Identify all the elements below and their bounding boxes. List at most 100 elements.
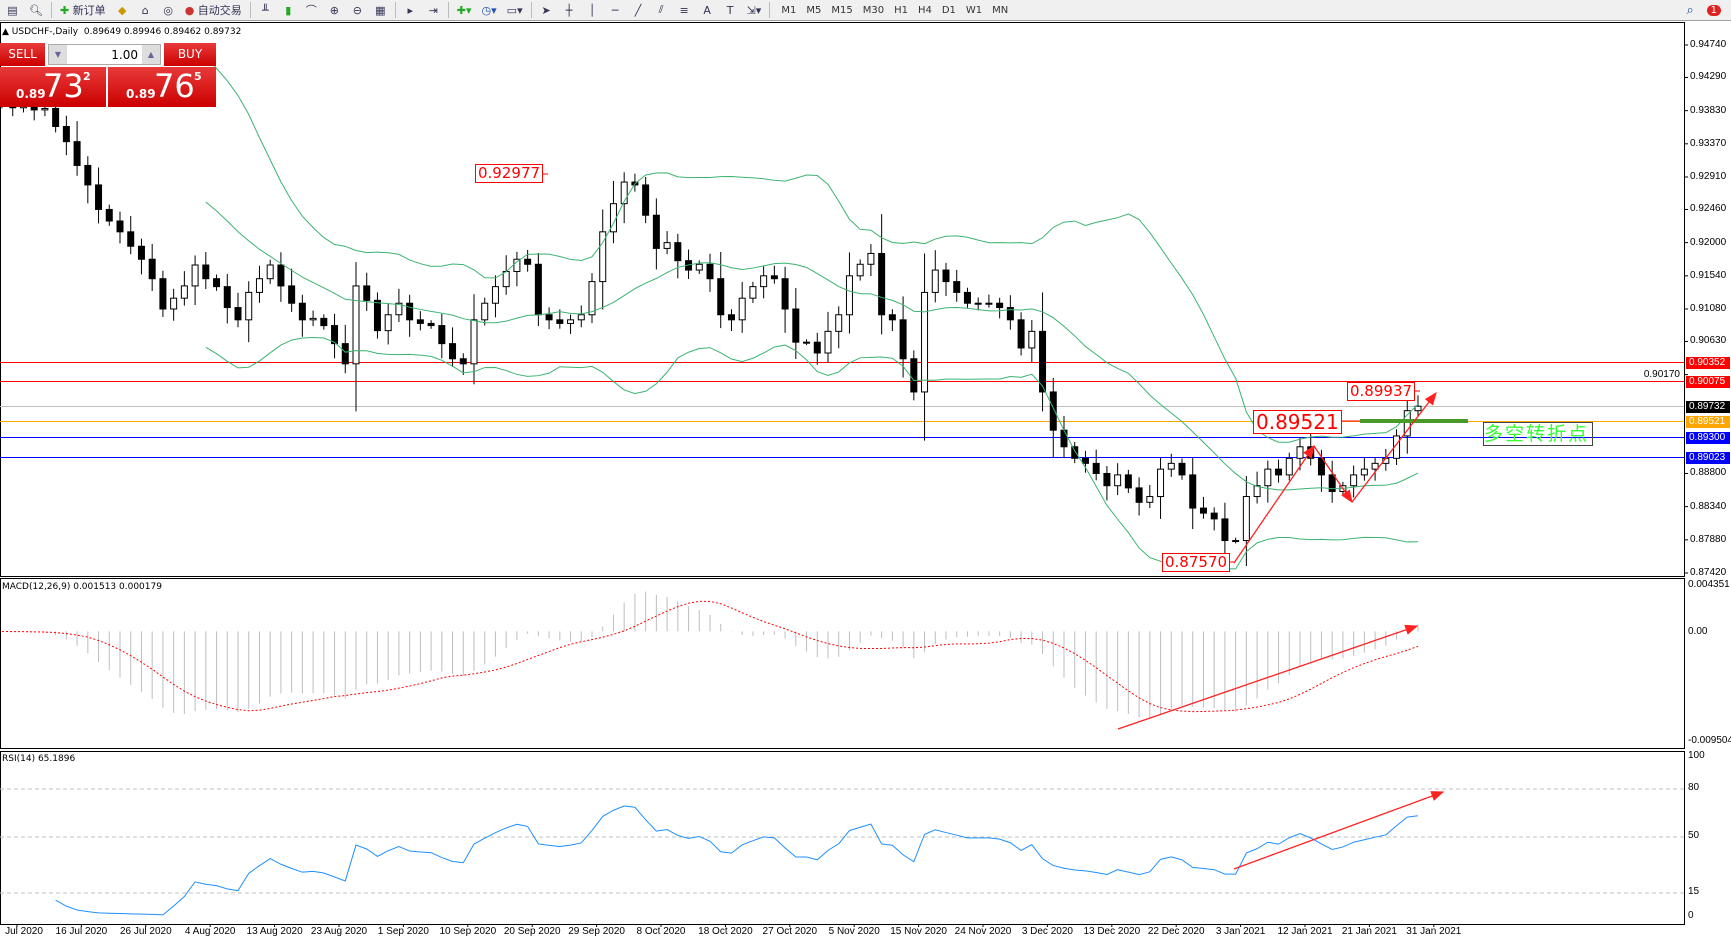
buy-price[interactable]: 0.89 76 5: [108, 67, 216, 107]
candlestick-icon[interactable]: ▮: [285, 3, 292, 17]
trend-arrow: [1117, 624, 1419, 730]
bar-chart-icon[interactable]: ╨: [261, 3, 269, 17]
one-click-trading-panel: SELL ▼ 1.00 ▲ BUY 0.89 73 2 0.89 76 5: [0, 43, 216, 107]
date-axis-label: 13 Aug 2020: [246, 926, 303, 937]
search-icon[interactable]: ⌕: [1686, 2, 1694, 18]
label-icon[interactable]: T: [726, 3, 734, 17]
rsi-label: RSI(14) 65.1896: [2, 754, 76, 764]
divider: [394, 2, 396, 18]
toolbar: ▤ 🔍︎ ✚ 新订单 ◆ ⌂ ◎ ● 自动交易 ╨ ▮ ⌒ ⊕ ⊖ ▦ ▸ ⇥ …: [0, 0, 1731, 21]
candle-body: [449, 343, 457, 360]
divider: [530, 2, 532, 18]
candle-body: [567, 319, 575, 324]
pivot-price-label[interactable]: 0.89521: [1253, 410, 1342, 434]
volume-field[interactable]: ▼ 1.00 ▲: [48, 44, 161, 65]
sell-price[interactable]: 0.89 73 2: [0, 67, 106, 107]
cursor-icon[interactable]: ➤: [541, 3, 551, 17]
buy-button[interactable]: BUY: [164, 43, 216, 66]
trend-arrow: [1233, 444, 1315, 564]
candle-body: [1124, 474, 1132, 489]
open-icon[interactable]: ▤: [7, 3, 18, 17]
divider: [249, 2, 251, 18]
channel-icon[interactable]: ⫽: [658, 3, 664, 16]
timeframe-h4[interactable]: H4: [917, 4, 932, 16]
candle-body: [1017, 319, 1025, 349]
timeframe-m1[interactable]: M1: [781, 4, 797, 16]
trend-arrow: [1313, 445, 1353, 504]
new-order-button[interactable]: ✚ 新订单: [59, 3, 106, 18]
timeframe-bar: M1 M5 M15 M30 H1 H4 D1 W1 MN: [776, 5, 1013, 16]
candle-body: [73, 141, 81, 166]
notifications-icon[interactable]: 1: [1705, 2, 1723, 19]
volume-decrease-button[interactable]: ▼: [49, 45, 67, 64]
date-axis-label: 3 Jan 2021: [1215, 926, 1266, 937]
arrows-icon[interactable]: ⇲▾: [746, 3, 762, 17]
timeframe-m30[interactable]: M30: [862, 4, 885, 16]
high-price-label[interactable]: 0.92977: [475, 164, 544, 183]
notification-badge: 1: [1706, 4, 1721, 16]
candle-body: [1371, 462, 1379, 470]
crosshair-icon[interactable]: ┼: [565, 3, 573, 17]
market-icon[interactable]: ◎: [163, 3, 173, 17]
trendline-icon[interactable]: ╱: [634, 3, 642, 17]
candle-body: [234, 307, 242, 321]
low-price-label[interactable]: 0.87570: [1162, 553, 1231, 572]
volume-increase-button[interactable]: ▲: [142, 45, 160, 64]
candle-body: [502, 270, 510, 288]
candle-body: [781, 278, 789, 310]
candle-body: [95, 184, 103, 210]
timeframe-m5[interactable]: M5: [806, 4, 822, 16]
auto-trade-button[interactable]: ● 自动交易: [184, 3, 242, 18]
timeframe-h1[interactable]: H1: [894, 4, 908, 16]
auto-scroll-icon[interactable]: ▸: [407, 3, 414, 17]
candle-body: [137, 245, 145, 260]
signals-icon[interactable]: ⌂: [141, 3, 149, 17]
zoom-out-icon[interactable]: ⊖: [352, 3, 362, 17]
metaeditor-icon[interactable]: ◆: [117, 3, 127, 17]
sell-button[interactable]: SELL: [0, 43, 45, 66]
candle-body: [1264, 468, 1272, 487]
rsi-line: [55, 805, 1419, 916]
vertical-line-icon[interactable]: │: [588, 3, 596, 17]
candle-body: [1275, 468, 1283, 476]
timeframe-w1[interactable]: W1: [965, 4, 983, 16]
line-chart-icon[interactable]: ⌒: [305, 4, 317, 17]
zoom-window-icon[interactable]: 🔍︎: [29, 3, 43, 17]
candle-body: [1221, 518, 1229, 542]
chart-shift-icon[interactable]: ⇥: [428, 3, 438, 17]
price-axis-label: 0.87880: [1690, 533, 1727, 545]
fibonacci-icon[interactable]: ≡: [679, 3, 689, 17]
candle-body: [127, 231, 135, 247]
date-axis-label: 4 Aug 2020: [184, 926, 236, 937]
timeframe-m15[interactable]: M15: [831, 4, 853, 16]
bull-bear-turning-point-label[interactable]: 多空转折点: [1483, 422, 1593, 446]
indicators-icon[interactable]: ✚▾: [456, 3, 472, 17]
zoom-in-icon[interactable]: ⊕: [329, 3, 339, 17]
candle-body: [813, 341, 821, 354]
horizontal-line-icon[interactable]: ─: [611, 3, 619, 17]
candle-body: [921, 291, 929, 393]
candle-body: [1006, 307, 1014, 321]
macd-label: MACD(12,26,9) 0.001513 0.000179: [2, 582, 162, 592]
timeframe-d1[interactable]: D1: [941, 4, 956, 16]
periods-icon[interactable]: ◷▾: [481, 3, 497, 17]
divider: [50, 2, 52, 18]
candle-body: [309, 317, 317, 321]
price-axis-label: 0.92910: [1690, 171, 1727, 182]
tile-windows-icon[interactable]: ▦: [375, 3, 386, 17]
candle-body: [363, 285, 371, 301]
pane-frame: [0, 22, 1685, 577]
templates-icon[interactable]: ▭▾: [506, 3, 523, 17]
candle-body: [1328, 474, 1336, 492]
level-price-tag: 0.89300: [1686, 431, 1730, 444]
candle-body: [298, 302, 306, 321]
candle-body: [470, 319, 478, 365]
macd-axis-zero: 0.00: [1688, 626, 1708, 637]
text-icon[interactable]: A: [703, 3, 711, 17]
rsi-axis-label: 80: [1688, 782, 1700, 793]
macd-axis-max: 0.004351: [1688, 579, 1730, 590]
timeframe-mn[interactable]: MN: [992, 4, 1009, 16]
recent-high-label[interactable]: 0.89937: [1347, 382, 1416, 401]
candle-body: [384, 314, 392, 332]
